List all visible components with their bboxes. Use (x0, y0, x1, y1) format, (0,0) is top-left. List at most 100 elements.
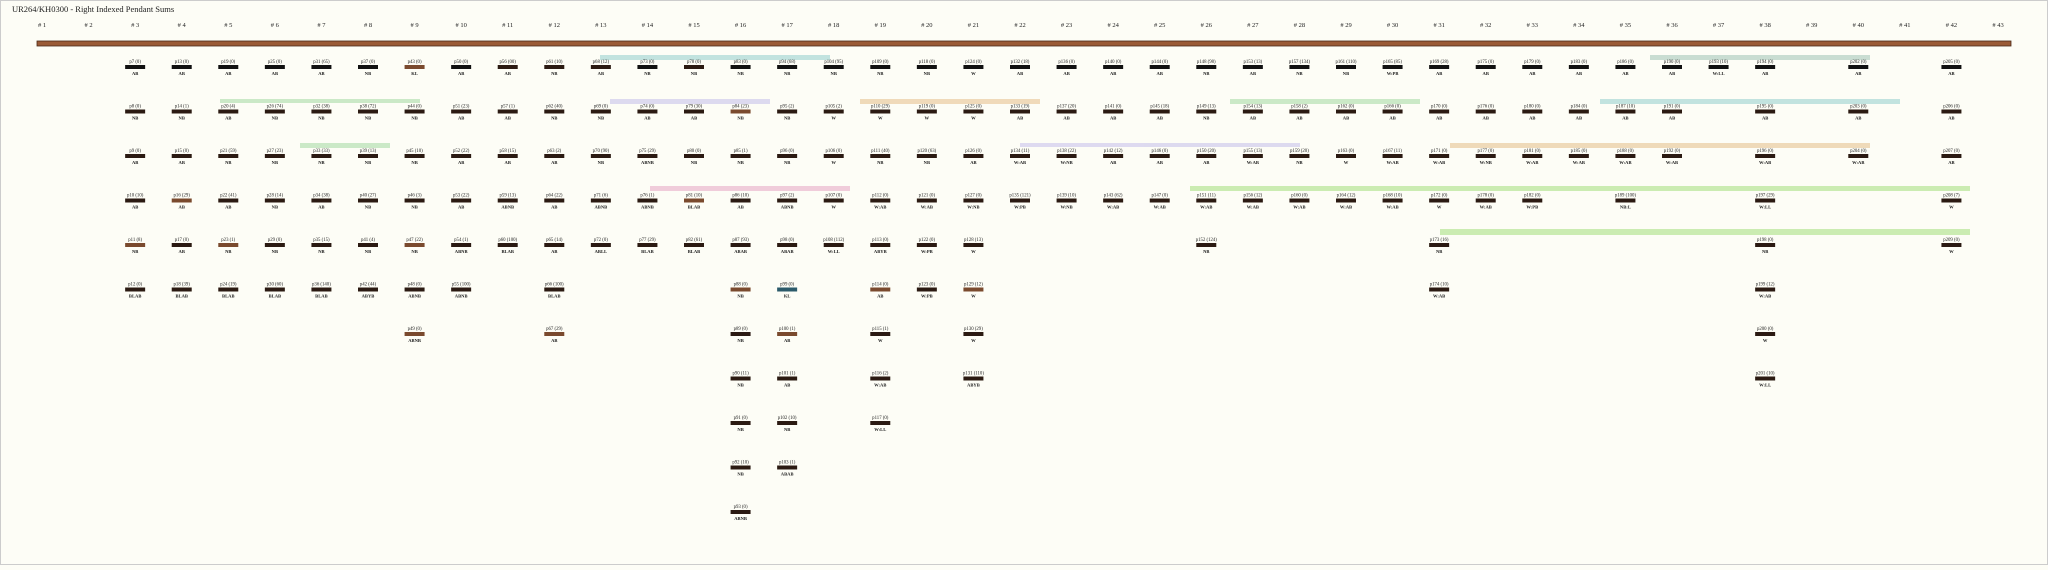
cord-type: NB (225, 160, 231, 165)
sum-band (1230, 99, 1420, 104)
cord-type: ABNB (408, 338, 421, 343)
cord-label: p160 (0) (1291, 194, 1308, 199)
cord-type: AB (1296, 116, 1302, 121)
cord-type: W (1344, 160, 1349, 165)
cord-label: p21 (59) (220, 149, 237, 154)
cord-label: p99 (0) (780, 283, 794, 288)
cord-label: p128 (13) (964, 238, 983, 243)
cord-label: p102 (10) (778, 416, 797, 421)
cord-type: AB (1483, 71, 1489, 76)
sum-band (1190, 186, 1970, 191)
column-header: # 41 (1899, 22, 1910, 29)
cord-label: p31 (65) (313, 60, 330, 65)
cord-label: p180 (0) (1524, 105, 1541, 110)
cord-knot-bar (171, 109, 192, 114)
cord-type: BLAB (269, 294, 282, 299)
cord-knot-bar (1242, 198, 1263, 203)
cord-knot-bar (1242, 109, 1263, 114)
cord-label: p47 (22) (406, 238, 423, 243)
cord-type: NB (411, 249, 417, 254)
cord-knot-bar (1289, 109, 1310, 114)
cord-knot-bar (358, 243, 378, 247)
cord-type: W (1949, 205, 1954, 210)
cord-knot-bar (311, 243, 332, 247)
cord-knot-bar (1755, 287, 1776, 292)
sum-band (650, 186, 850, 191)
cord-knot-bar (451, 287, 472, 292)
cord-label: p118 (0) (919, 60, 936, 65)
cord-knot-bar (171, 154, 192, 158)
cord-type: W:AB (1526, 160, 1538, 165)
cord-type: AB (1576, 116, 1582, 121)
cord-label: p173 (16) (1430, 238, 1449, 243)
column-header: # 35 (1620, 22, 1631, 29)
cord-knot-bar (684, 243, 704, 247)
cord-knot-bar (1149, 109, 1170, 114)
cord-type: AB (784, 383, 790, 388)
cord-label: p72 (0) (594, 238, 608, 243)
cord-type: NB (551, 116, 557, 121)
cord-type: NB (272, 116, 278, 121)
column-header: # 31 (1433, 22, 1444, 29)
cord-knot-bar (590, 109, 611, 114)
cord-type: BLAB (641, 249, 654, 254)
cord-knot-bar (1382, 109, 1403, 114)
cord-knot-bar (963, 287, 984, 292)
cord-type: NB (551, 71, 557, 76)
cord-knot-bar (497, 198, 518, 203)
cord-knot-bar (870, 65, 891, 69)
cord-type: AB (225, 205, 231, 210)
cord-type: W (831, 116, 836, 121)
cord-label: p165 (85) (1383, 60, 1402, 65)
cord-label: p110 (29) (871, 105, 890, 110)
sum-band (1020, 143, 1300, 147)
cord-knot-bar (1568, 109, 1589, 114)
cord-knot-bar (1010, 65, 1030, 69)
cord-label: p159 (20) (1290, 149, 1309, 154)
cord-type: AB (1343, 116, 1349, 121)
sum-bands (220, 55, 1970, 235)
cord-label: p149 (13) (1197, 105, 1216, 110)
cord-knot-bar (171, 287, 192, 292)
cord-label: p130 (29) (964, 327, 983, 332)
cord-type: AB (877, 294, 883, 299)
cord-label: p192 (0) (1664, 149, 1681, 154)
cord-knot-bar (1708, 65, 1729, 69)
cord-type: AB (458, 116, 464, 121)
cord-label: p202 (0) (1850, 60, 1867, 65)
cord-type: W (831, 205, 836, 210)
cord-label: p67 (29) (546, 327, 563, 332)
column-header: # 19 (875, 22, 886, 29)
cord-type: KL (411, 71, 418, 76)
cord-label: p169 (28) (1430, 60, 1449, 65)
cord-label: p205 (0) (1943, 60, 1960, 65)
cord-label: p181 (0) (1524, 149, 1541, 154)
cord-label: p200 (0) (1757, 327, 1774, 332)
cord-label: p97 (2) (780, 194, 794, 199)
cord-knot-bar (1382, 65, 1403, 69)
cord-type: W (971, 338, 976, 343)
cord-label: p116 (2) (872, 372, 889, 377)
cord-type: W:AB (1480, 205, 1492, 210)
cord-label: p23 (1) (221, 238, 235, 243)
column-header: # 25 (1154, 22, 1165, 29)
cord-knot-bar (777, 243, 798, 247)
cord-label: p51 (23) (453, 105, 470, 110)
cord-knot-bar (870, 376, 891, 381)
cord-label: p150 (20) (1197, 149, 1216, 154)
cord-knot-bar (823, 109, 844, 114)
cord-type: AB (1529, 116, 1535, 121)
cord-label: p189 (100) (1615, 194, 1637, 199)
cord-label: p60 (100) (498, 238, 517, 243)
cord-knot-bar (1429, 109, 1450, 114)
cord-type: AB (1576, 71, 1582, 76)
cord-knot-bar (1615, 198, 1636, 203)
cord-label: p63 (2) (547, 149, 561, 154)
cord-knot-bar (1755, 154, 1776, 158)
cord-knot-bar (1056, 154, 1077, 158)
cord-type: KL (784, 294, 791, 299)
column-header: # 22 (1014, 22, 1025, 29)
cord-label: p206 (0) (1943, 105, 1960, 110)
cord-knot-bar (264, 65, 285, 69)
cord-label: p193 (10) (1709, 60, 1728, 65)
